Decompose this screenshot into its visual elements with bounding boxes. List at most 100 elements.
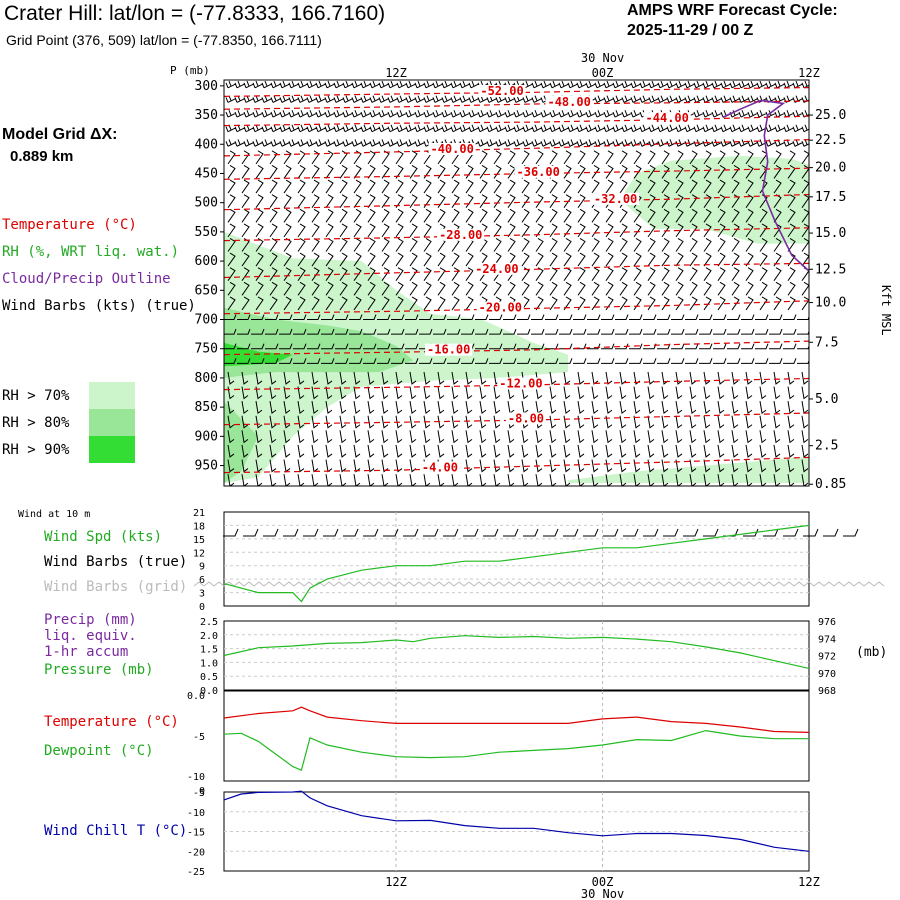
bottom-time-axis: 12Z 00Z 12Z 30 Nov [385,875,820,900]
legend-temperature-2m: Temperature (°C) [44,714,179,730]
model-grid-dx-label: Model Grid ΔX: [2,126,118,143]
precip-ytick-label: 0.0 [200,686,218,697]
wind-barb-row-900 [227,430,809,444]
pressure-tick-label: 450 [195,166,218,181]
height-tick-label: 22.5 [815,133,846,148]
wind-barb-row-375 [225,124,809,133]
pressure-axis-title: P (mb) [170,64,210,77]
isotherm-line [224,262,809,279]
precip-pressure-panel-frame [223,620,810,691]
wind-chill-line [223,790,810,852]
legend-liq-equiv: liq. equiv. [44,628,137,644]
temperature-dewpoint-panel-frame [223,690,810,782]
wind-barb-row-825 [227,386,809,400]
isotherm-label: -32.00 [594,192,637,206]
isotherm-label-bg [514,165,562,178]
rh-area-80-4 [224,401,259,484]
cross-section-panel: -52.00 -48.00 -44.00 -40.00 -36.00 -32.00 -28.… [170,51,893,492]
isotherm-label-bg [473,262,521,275]
isotherm-line [224,412,809,426]
pressure-unit-label: (mb) [856,645,887,660]
height-axis-title: Kft MSL [879,285,893,336]
wind-10m-label: Wind at 10 m [18,509,91,520]
pressure-tick-label: 700 [195,313,218,328]
temperature-ytick-label: -5 [193,732,205,743]
legend-wind-speed: Wind Spd (kts) [44,529,163,545]
wind-ytick-label: 18 [193,521,205,532]
wind-barb-row-525 [227,208,809,223]
wind-ytick-label: 3 [199,589,205,600]
isotherm-line [224,193,809,211]
legend-temperature: Temperature (°C) [2,217,137,233]
rh-fills [224,155,809,484]
isotherm-label: -20.00 [479,301,522,315]
isotherm-line [224,139,809,157]
temperature-ytick-label: 0.0 [187,691,205,702]
isotherm-label: -24.00 [475,262,518,276]
height-tick-label: 12.5 [815,262,846,277]
isotherm-label: -40.00 [430,142,473,156]
pressure-ytick-label: 976 [818,617,836,628]
legend-wind-barbs-grid: Wind Barbs (grid) [44,579,188,595]
cross-section-frame [223,79,810,487]
chart-title: Crater Hill: lat/lon = (-77.8333, 166.71… [4,2,386,25]
wind-barb-row-550 [227,223,809,238]
precip-ytick-label: 1.0 [200,658,218,669]
legend-cloud-outline: Cloud/Precip Outline [2,271,171,287]
isotherm-line [224,377,809,391]
legend-wind-barbs: Wind Barbs (kts) (true) [2,298,196,314]
pressure-ytick-label: 972 [818,652,836,663]
forecast-cycle-value: 2025-11-29 / 00 Z [627,22,754,39]
isotherm-label: -48.00 [547,95,590,109]
legend-pressure: Pressure (mb) [44,662,154,678]
wind-ytick-label: 15 [193,535,205,546]
isotherm-label-bg [545,95,593,108]
top-time-tick-label: 12Z [385,66,407,80]
wind-barb-row-400 [225,139,809,147]
pressure-tick-label: 300 [195,79,218,94]
windchill-ytick-label: -15 [187,828,205,839]
wind-barb-row-650 [227,281,809,296]
pressure-ytick-label: 968 [818,686,836,697]
isotherm-label: -16.00 [427,343,470,357]
wind-ytick-label: 6 [199,575,205,586]
precip-ytick-label: 0.5 [200,672,218,683]
isotherm-line [224,115,809,127]
wind-barbs-true-row [223,528,859,537]
height-tick-label: 7.5 [815,335,838,350]
forecast-cycle-label: AMPS WRF Forecast Cycle: [627,2,838,19]
windchill-ytick-label: -5 [193,788,205,799]
height-tick-label: 2.5 [815,439,838,454]
wind-10m-panel-frame [223,511,810,607]
pressure-tick-label: 650 [195,283,218,298]
isotherm-label-bg [476,301,524,314]
wind-10m-panel: 0 3 6 9 12 15 18 21 [193,508,885,613]
isotherm-line [224,300,809,315]
height-tick-label: 15.0 [815,226,846,241]
isotherm-label-bg [419,461,460,474]
pressure-tick-label: 800 [195,371,218,386]
pressure-tick-label: 900 [195,429,218,444]
height-tick-label: 5.0 [815,392,838,407]
isotherm-label-bg [425,343,473,356]
isotherm-line [224,456,809,474]
bottom-date-label: 30 Nov [581,887,624,900]
wind-barb-row-475 [227,179,809,194]
isotherm-label: -36.00 [517,165,560,179]
temperature-line [223,706,810,733]
cloud-outline [722,99,809,272]
isotherm-label-bg [497,377,545,390]
height-tick-label: 10.0 [815,296,846,311]
isotherm-label-bg [643,112,691,125]
legend-precip: Precip (mm) [44,612,137,628]
wind-ytick-label: 9 [199,562,205,573]
pressure-tick-label: 500 [195,196,218,211]
precip-ytick-label: 2.5 [200,617,218,628]
pressure-line [223,635,810,669]
height-tick-label: 25.0 [815,108,846,123]
wind-barb-row-700 [224,314,809,321]
dewpoint-line [223,729,809,772]
wind-barb-row-300 [225,80,809,89]
pressure-tick-label: 400 [195,137,218,152]
bottom-time-tick-label: 12Z [385,875,407,889]
